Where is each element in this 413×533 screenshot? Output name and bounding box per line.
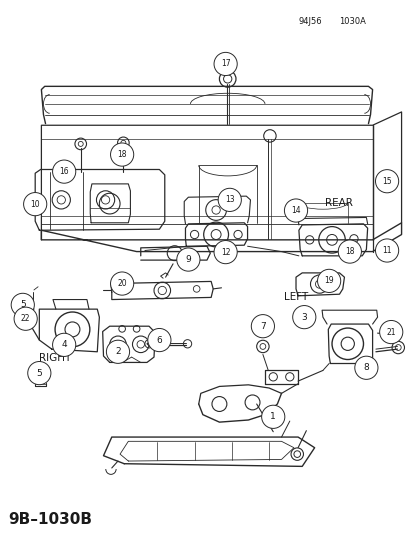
Circle shape: [218, 188, 241, 212]
Text: 5: 5: [20, 301, 26, 309]
Text: 9B–1030B: 9B–1030B: [8, 512, 92, 527]
Circle shape: [14, 307, 37, 330]
Text: 19: 19: [323, 277, 333, 285]
Text: 2: 2: [115, 348, 121, 356]
Text: 20: 20: [117, 279, 127, 288]
Text: 4: 4: [61, 341, 67, 349]
Circle shape: [214, 240, 237, 264]
Text: 18: 18: [344, 247, 354, 256]
Circle shape: [292, 305, 315, 329]
Text: 21: 21: [386, 328, 395, 336]
Circle shape: [375, 169, 398, 193]
Text: 1030A: 1030A: [339, 17, 366, 26]
Text: 14: 14: [290, 206, 300, 215]
Circle shape: [110, 143, 133, 166]
Text: 13: 13: [224, 196, 234, 204]
Circle shape: [214, 52, 237, 76]
Text: 5: 5: [36, 369, 42, 377]
Text: 17: 17: [220, 60, 230, 68]
Circle shape: [24, 192, 47, 216]
Text: RIGHT: RIGHT: [39, 353, 71, 363]
Circle shape: [52, 160, 76, 183]
Circle shape: [284, 199, 307, 222]
Text: 10: 10: [30, 200, 40, 208]
Circle shape: [354, 356, 377, 379]
Text: 18: 18: [117, 150, 126, 159]
Circle shape: [337, 240, 361, 263]
Text: 12: 12: [221, 248, 230, 256]
Text: 94J56: 94J56: [297, 17, 321, 26]
Circle shape: [106, 340, 129, 364]
Text: 16: 16: [59, 167, 69, 176]
Circle shape: [11, 293, 34, 317]
Text: 6: 6: [156, 336, 162, 344]
Circle shape: [28, 361, 51, 385]
Circle shape: [317, 269, 340, 293]
Circle shape: [379, 320, 402, 344]
Text: 9: 9: [185, 255, 191, 264]
Text: REAR: REAR: [324, 198, 352, 207]
Text: 15: 15: [381, 177, 391, 185]
Text: 8: 8: [363, 364, 368, 372]
Circle shape: [147, 328, 171, 352]
Text: 7: 7: [259, 322, 265, 330]
Text: 11: 11: [382, 246, 391, 255]
Text: 3: 3: [301, 313, 306, 321]
Text: 1: 1: [270, 413, 275, 421]
Circle shape: [176, 248, 199, 271]
Text: LEFT: LEFT: [283, 293, 307, 302]
Circle shape: [251, 314, 274, 338]
Circle shape: [52, 333, 76, 357]
Circle shape: [110, 272, 133, 295]
Circle shape: [261, 405, 284, 429]
Text: 22: 22: [21, 314, 30, 323]
Circle shape: [375, 239, 398, 262]
